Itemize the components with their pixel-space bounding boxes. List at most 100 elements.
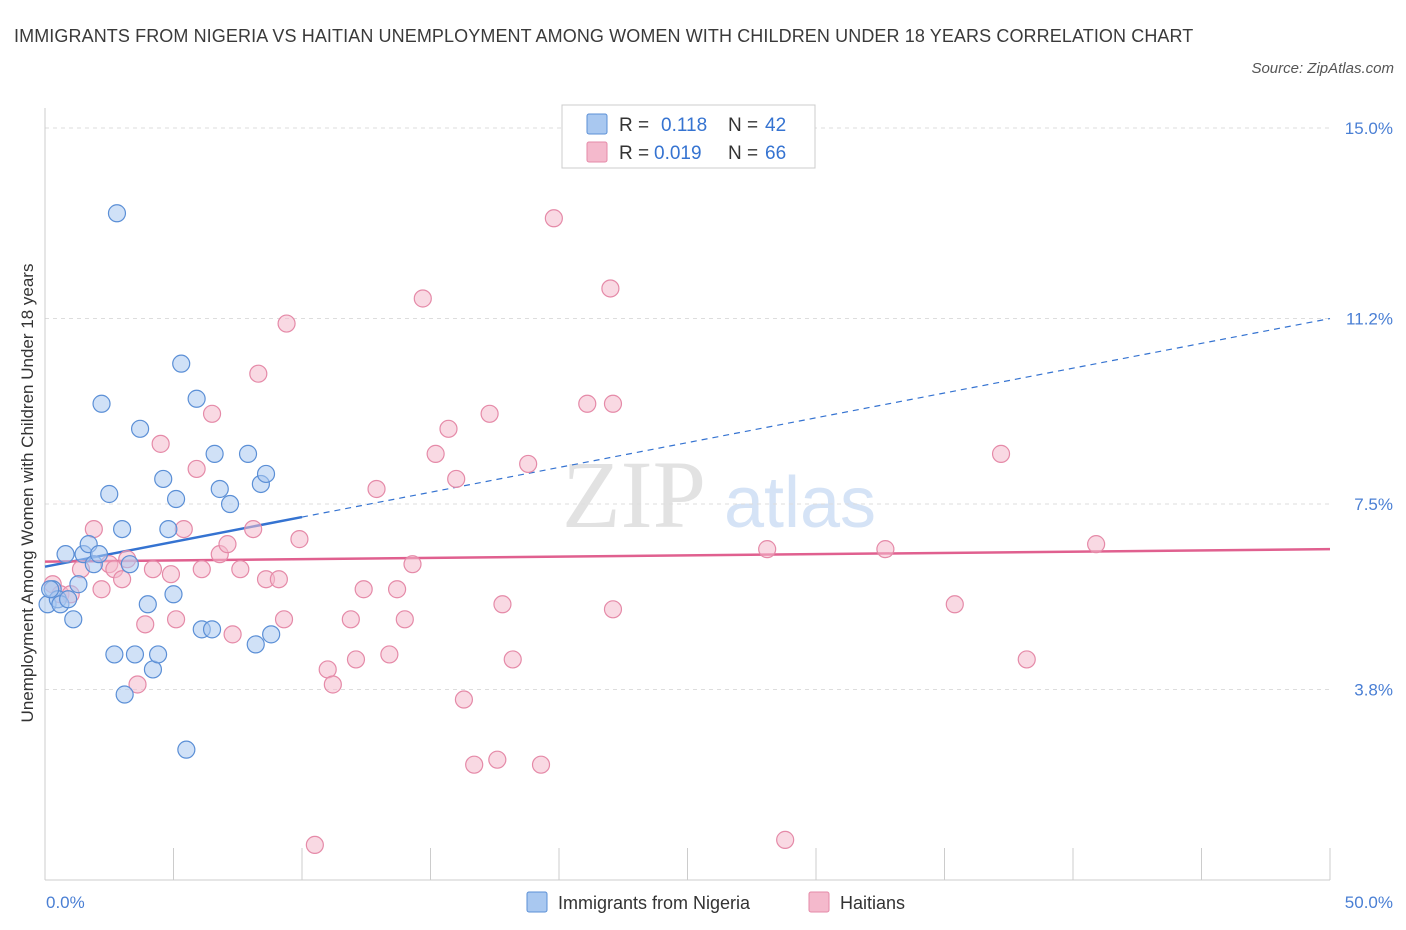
point-haiti	[223, 625, 242, 644]
point-haiti	[112, 570, 132, 589]
point-nigeria	[41, 580, 60, 599]
y-tick-label: 15.0%	[1345, 119, 1393, 138]
point-haiti	[277, 314, 296, 333]
legend-swatch-nigeria	[586, 113, 608, 135]
point-haiti	[454, 690, 474, 709]
legend-n-value-haiti: 66	[765, 143, 786, 164]
y-tick-label: 3.8%	[1354, 681, 1393, 700]
point-haiti	[187, 459, 206, 479]
point-haiti	[166, 610, 186, 629]
legend-r-label-nigeria: R =	[619, 115, 649, 136]
source-credit: Source: ZipAtlas.com	[1251, 60, 1394, 77]
point-nigeria	[256, 464, 276, 484]
point-nigeria	[56, 545, 75, 564]
point-haiti	[758, 540, 777, 559]
point-nigeria	[115, 685, 134, 704]
watermark-atlas: atlas	[724, 463, 876, 543]
legend-r-label-haiti: R =	[619, 143, 649, 164]
watermark-zip: ZIP	[562, 441, 706, 548]
point-nigeria	[69, 575, 88, 594]
point-nigeria	[143, 660, 163, 679]
point-haiti	[945, 595, 964, 614]
point-haiti	[447, 469, 466, 489]
point-haiti	[161, 565, 181, 584]
point-nigeria	[112, 519, 132, 539]
x-tick-label: 50.0%	[1345, 893, 1393, 912]
gridlines	[45, 127, 1330, 691]
legend-swatch-haiti	[586, 141, 608, 163]
y-tick-label: 7.5%	[1354, 495, 1393, 514]
point-haiti	[136, 615, 155, 634]
point-haiti	[1017, 650, 1036, 669]
axes	[44, 108, 1331, 881]
point-nigeria	[107, 204, 127, 223]
point-haiti	[218, 535, 237, 554]
point-nigeria	[130, 419, 150, 438]
point-haiti	[578, 394, 597, 413]
point-haiti	[231, 560, 250, 579]
point-haiti	[323, 675, 342, 694]
point-haiti	[413, 289, 432, 308]
legend-n-label-haiti: N =	[728, 143, 758, 164]
point-haiti	[387, 580, 407, 599]
point-haiti	[380, 645, 399, 664]
point-nigeria	[105, 645, 124, 664]
point-haiti	[403, 555, 422, 574]
point-nigeria	[159, 519, 178, 539]
x-tick-labels: 0.0% 50.0%	[46, 893, 1393, 912]
stats-legend: R = 0.118 N = 42 R = 0.019 N = 66	[561, 104, 816, 169]
point-haiti	[274, 610, 294, 629]
point-haiti	[92, 580, 111, 599]
legend-r-value-haiti: 0.019	[654, 143, 702, 164]
point-haiti	[244, 519, 263, 539]
point-haiti	[991, 444, 1011, 463]
point-haiti	[439, 419, 458, 438]
point-nigeria	[164, 585, 183, 604]
point-haiti	[290, 530, 309, 549]
point-nigeria	[154, 469, 173, 489]
y-axis-label: Unemployment Among Women with Children U…	[18, 264, 37, 723]
trend-line-solid	[44, 547, 1331, 563]
point-nigeria	[177, 740, 196, 759]
point-haiti	[367, 479, 386, 499]
trend-line-dashed	[301, 317, 1331, 518]
point-nigeria	[262, 625, 281, 644]
point-haiti	[1087, 535, 1106, 554]
legend-n-label-nigeria: N =	[728, 115, 758, 136]
point-haiti	[776, 830, 795, 849]
point-haiti	[488, 750, 507, 769]
data-points	[38, 204, 1106, 855]
point-nigeria	[148, 645, 168, 664]
point-nigeria	[166, 489, 186, 509]
series-legend: Immigrants from Nigeria Haitians	[526, 891, 905, 913]
point-haiti	[143, 560, 163, 579]
point-nigeria	[92, 394, 111, 413]
point-nigeria	[220, 494, 240, 514]
point-haiti	[269, 570, 288, 589]
point-haiti	[426, 444, 445, 463]
point-haiti	[151, 434, 170, 453]
point-nigeria	[59, 590, 78, 609]
point-nigeria	[172, 354, 191, 373]
point-nigeria	[246, 635, 265, 654]
point-haiti	[354, 580, 373, 599]
point-nigeria	[205, 444, 224, 463]
point-nigeria	[210, 479, 229, 499]
legend-bottom-label-haiti: Haitians	[840, 893, 905, 913]
point-haiti	[318, 660, 337, 679]
point-haiti	[603, 600, 623, 619]
point-haiti	[544, 209, 563, 228]
x-tick-label: 0.0%	[46, 893, 85, 912]
point-haiti	[503, 650, 522, 669]
point-haiti	[601, 279, 620, 298]
point-nigeria	[125, 645, 145, 664]
point-nigeria	[100, 484, 119, 504]
point-haiti	[493, 595, 512, 614]
point-haiti	[305, 835, 324, 855]
point-haiti	[202, 404, 222, 423]
point-haiti	[192, 560, 211, 579]
point-nigeria	[64, 610, 83, 629]
point-haiti	[84, 519, 103, 539]
point-nigeria	[138, 595, 157, 614]
